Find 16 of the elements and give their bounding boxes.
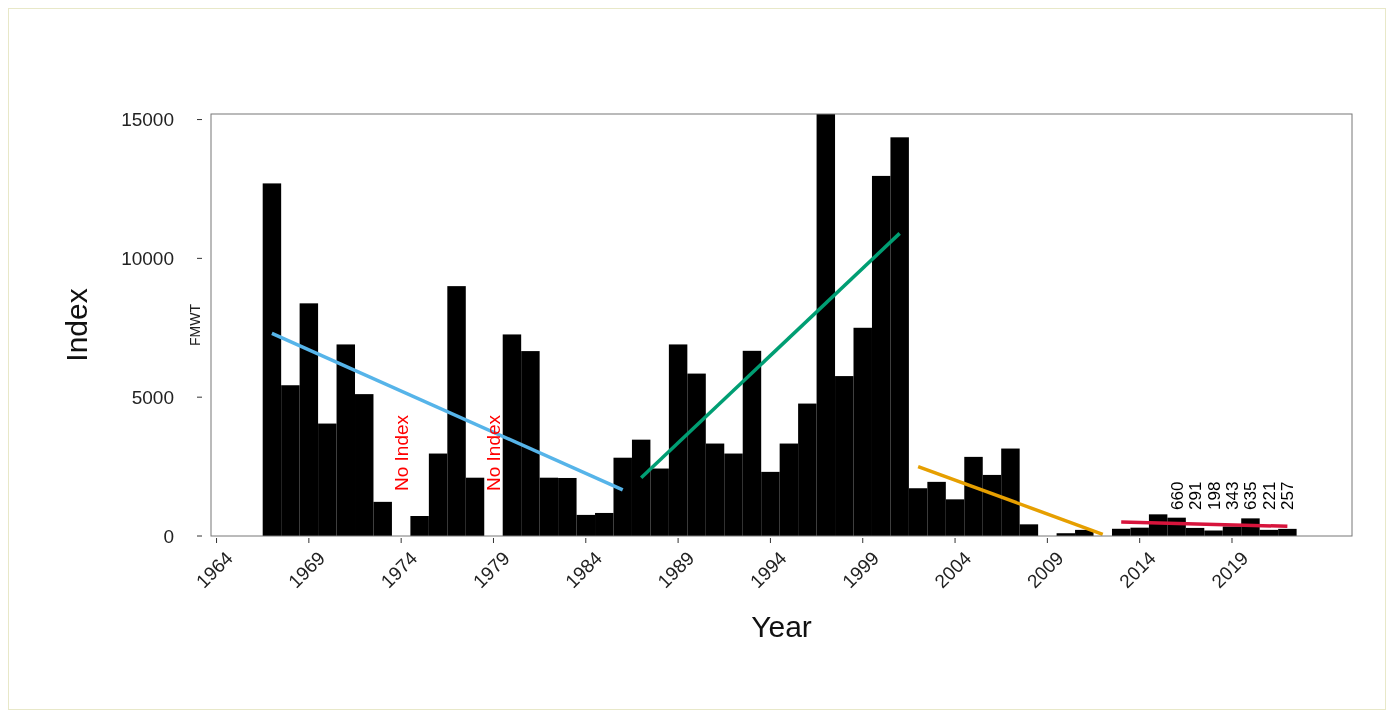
y-axis-title: Index (60, 288, 93, 362)
annotation: No Index (391, 414, 413, 491)
data-label: 660 (1167, 481, 1187, 510)
data-label: 291 (1186, 481, 1206, 510)
data-label: 635 (1241, 481, 1261, 510)
y-tick-label: 5000 (131, 386, 174, 408)
annotation: No Index (483, 414, 505, 491)
y-tick-label: 15000 (121, 109, 174, 131)
data-label: 221 (1259, 481, 1279, 510)
text: FMWT (187, 303, 203, 346)
data-label: 198 (1204, 481, 1224, 510)
data-label: 343 (1222, 481, 1242, 510)
y-tick-label: 0 (163, 525, 174, 547)
data-label: 257 (1278, 481, 1298, 510)
y-tick-label: 10000 (121, 248, 174, 270)
x-axis-title: Year (751, 610, 812, 643)
